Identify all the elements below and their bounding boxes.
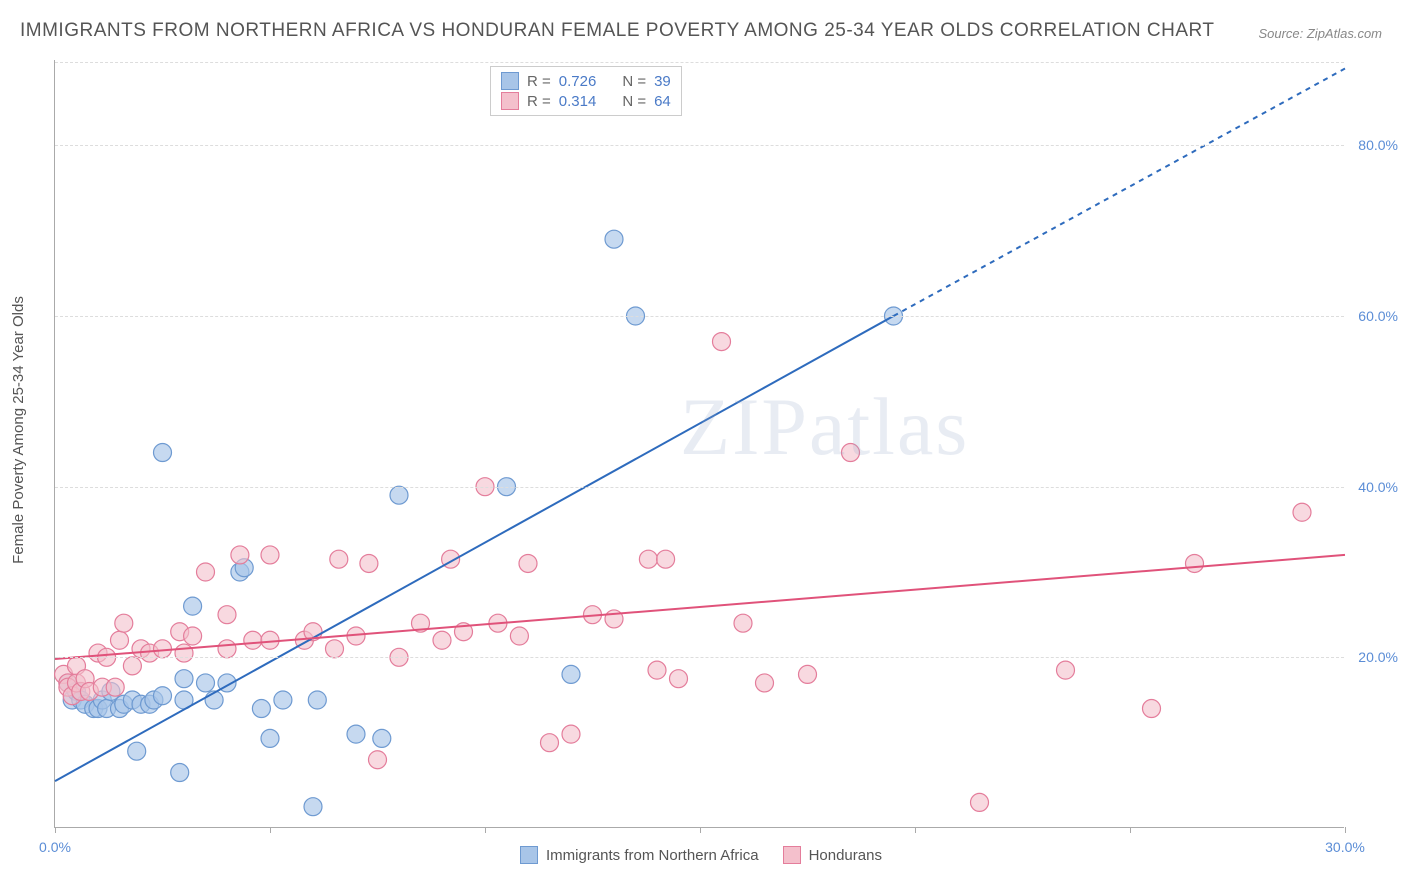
chart-title: IMMIGRANTS FROM NORTHERN AFRICA VS HONDU…	[20, 20, 1214, 42]
y-tick-label: 80.0%	[1350, 137, 1398, 153]
legend-swatch-pink	[783, 846, 801, 864]
legend-swatch-pink	[501, 92, 519, 110]
legend-swatch-blue	[501, 72, 519, 90]
stat-r-label: R =	[527, 73, 551, 90]
stat-r-value-2: 0.314	[559, 93, 597, 110]
stat-r-label: R =	[527, 93, 551, 110]
legend-item-1: Immigrants from Northern Africa	[520, 846, 759, 864]
y-tick-label: 60.0%	[1350, 308, 1398, 324]
y-axis-label: Female Poverty Among 25-34 Year Olds	[10, 296, 27, 564]
legend-stats-row-2: R = 0.314 N = 64	[501, 91, 671, 111]
stat-r-value-1: 0.726	[559, 73, 597, 90]
legend-swatch-blue	[520, 846, 538, 864]
legend-label-1: Immigrants from Northern Africa	[546, 847, 759, 864]
stat-n-label: N =	[622, 73, 646, 90]
y-tick-label: 20.0%	[1350, 649, 1398, 665]
x-tick-label: 30.0%	[1325, 839, 1365, 855]
y-tick-label: 40.0%	[1350, 479, 1398, 495]
legend-item-2: Hondurans	[783, 846, 882, 864]
stat-n-value-2: 64	[654, 93, 671, 110]
legend-stats-row-1: R = 0.726 N = 39	[501, 71, 671, 91]
stat-n-label: N =	[622, 93, 646, 110]
legend-series: Immigrants from Northern Africa Honduran…	[520, 846, 882, 864]
chart-container: IMMIGRANTS FROM NORTHERN AFRICA VS HONDU…	[0, 0, 1406, 892]
plot-svg	[55, 60, 1344, 827]
legend-label-2: Hondurans	[809, 847, 882, 864]
legend-stats: R = 0.726 N = 39 R = 0.314 N = 64	[490, 66, 682, 116]
source-attribution: Source: ZipAtlas.com	[1258, 26, 1382, 41]
stat-n-value-1: 39	[654, 73, 671, 90]
plot-area: 20.0%40.0%60.0%80.0%0.0%30.0%	[54, 60, 1344, 828]
x-tick-label: 0.0%	[39, 839, 71, 855]
